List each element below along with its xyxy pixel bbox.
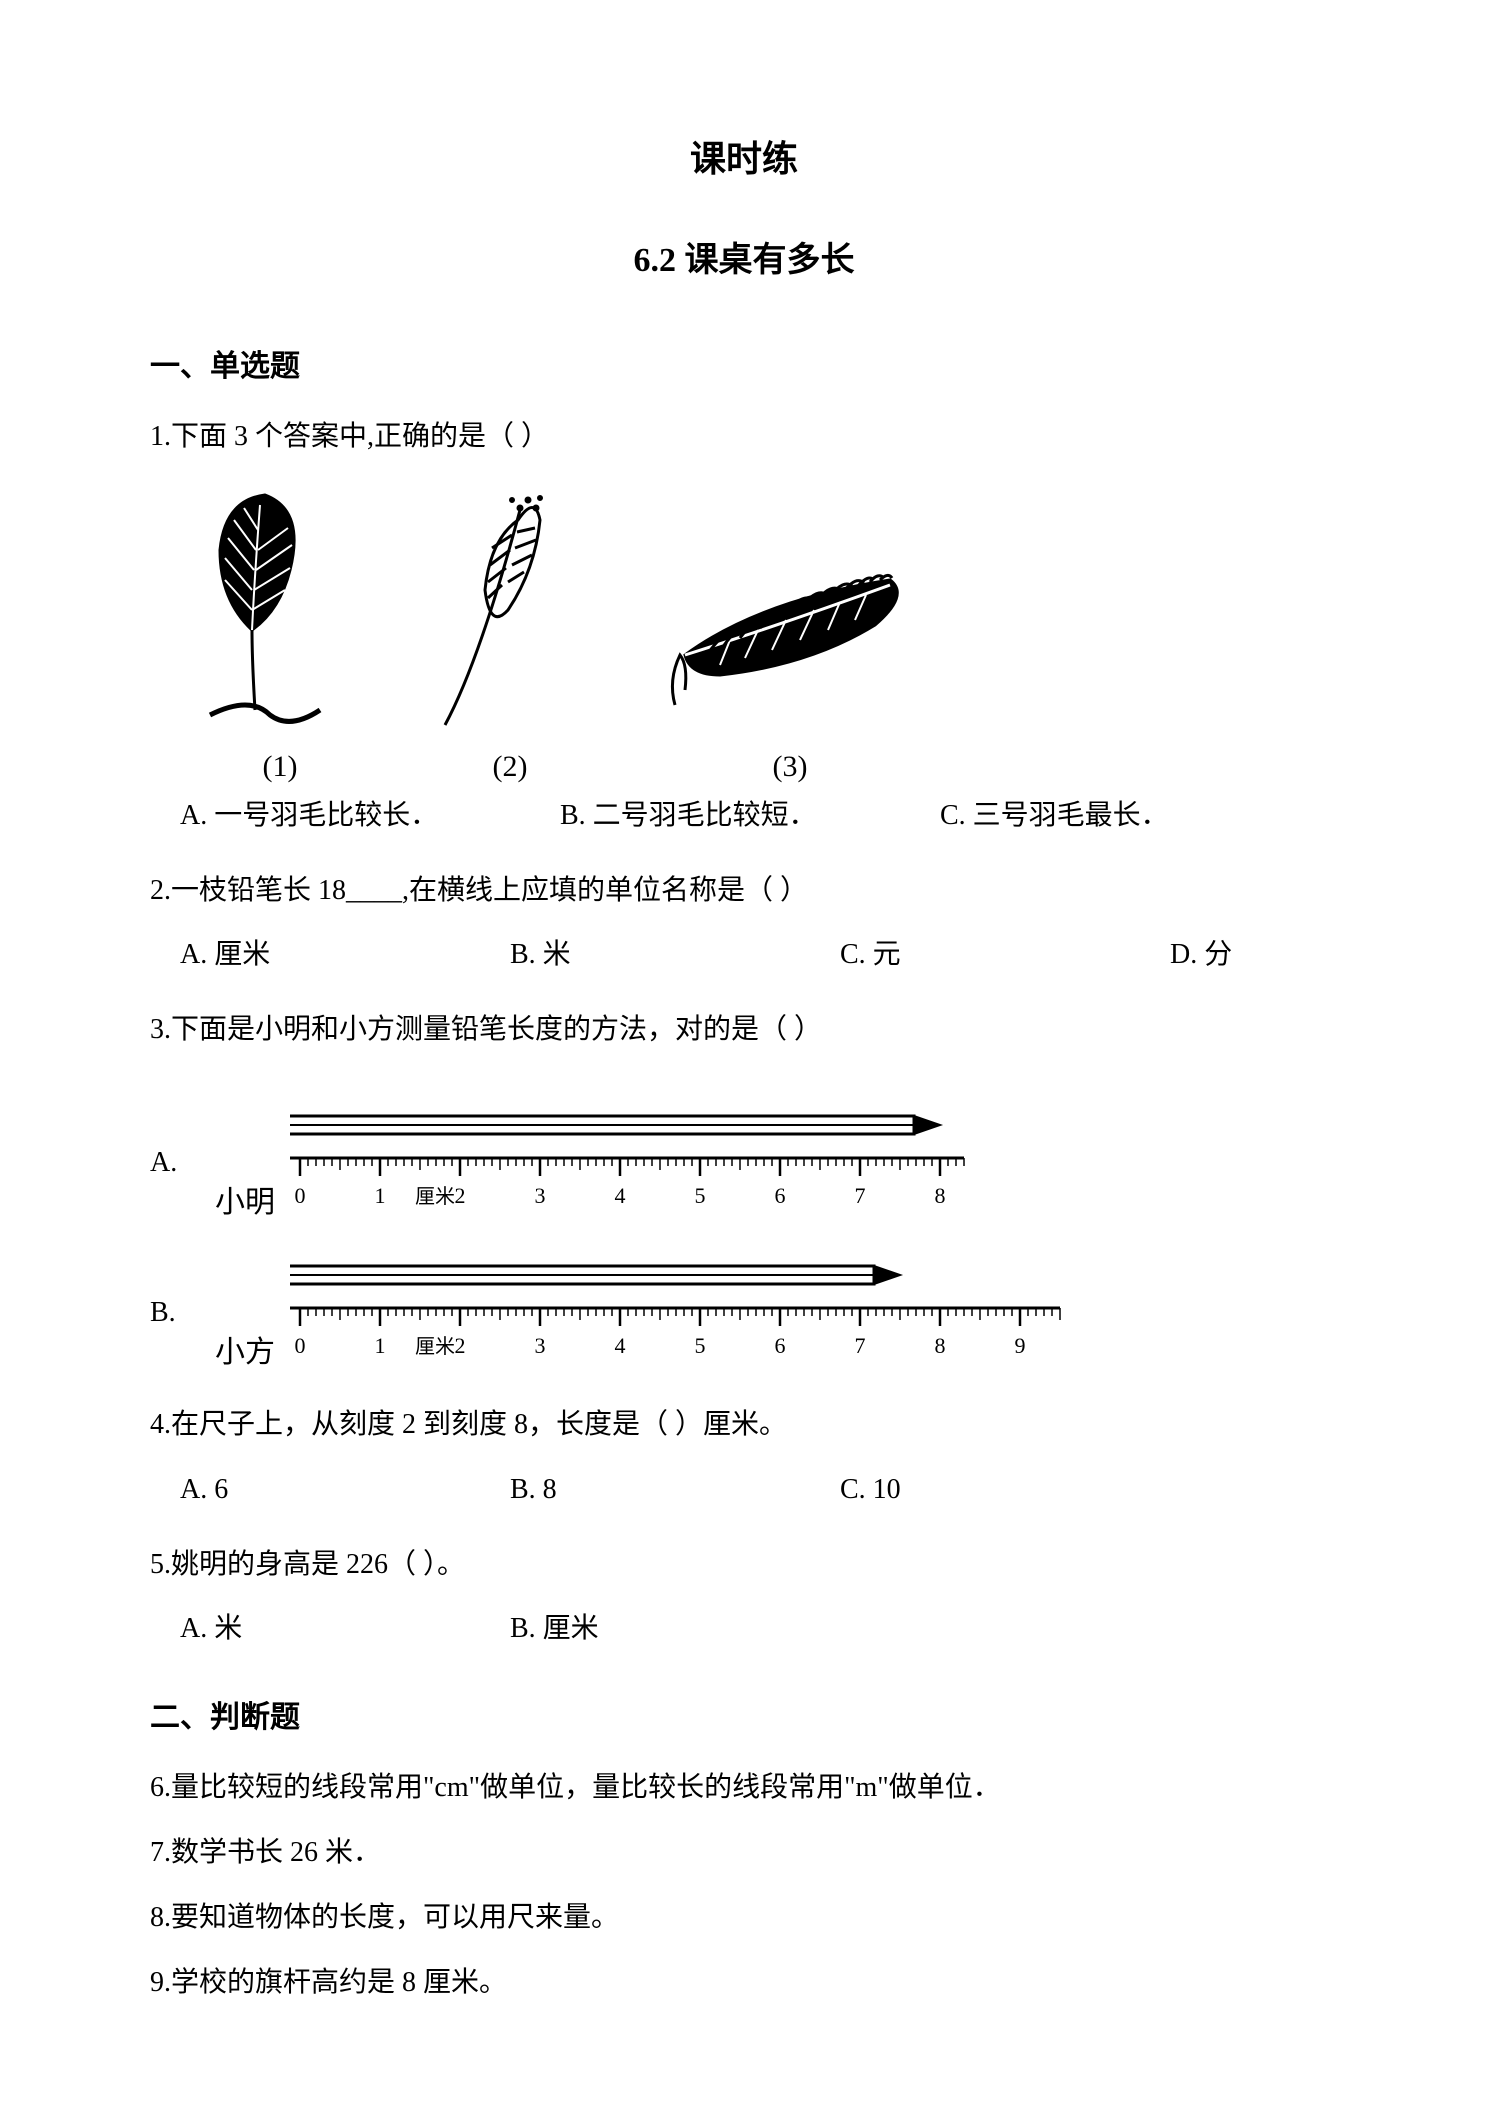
q5-options: A. 米 B. 厘米: [150, 1607, 1338, 1652]
ruler-b-row: B. 小方 0 1 厘米2 3 4 5 6 7 8 9: [150, 1253, 1338, 1373]
svg-text:7: 7: [855, 1183, 866, 1208]
svg-text:4: 4: [615, 1333, 626, 1358]
q2-opt-a: A. 厘米: [180, 933, 510, 978]
svg-text:厘米: 厘米: [415, 1335, 455, 1358]
feather-1-icon: [170, 480, 350, 740]
page-subtitle: 6.2 课桌有多长: [150, 232, 1338, 281]
svg-text:2: 2: [455, 1333, 466, 1358]
svg-text:1: 1: [375, 1183, 386, 1208]
feather-2: (2): [390, 480, 630, 784]
svg-text:0: 0: [295, 1183, 306, 1208]
svg-text:0: 0: [295, 1333, 306, 1358]
q2-opt-c: C. 元: [840, 933, 1170, 978]
ruler-a-row: A. 小明 0 1 厘米2 3 4 5 6 7 8: [150, 1103, 1338, 1223]
ruler-b-name: 小方: [200, 1327, 290, 1373]
page: 课时练 6.2 课桌有多长 一、单选题 1.下面 3 个答案中,正确的是（ ） …: [0, 0, 1488, 2105]
q8-text: 8.要知道物体的长度，可以用尺来量。: [150, 1896, 1338, 1941]
feather-2-icon: [390, 480, 590, 740]
section-1-heading: 一、单选题: [150, 341, 1338, 385]
ruler-a-letter: A.: [150, 1147, 200, 1179]
q2-opt-b: B. 米: [510, 933, 840, 978]
svg-text:7: 7: [855, 1333, 866, 1358]
svg-text:5: 5: [695, 1183, 706, 1208]
q5-opt-b: B. 厘米: [510, 1607, 599, 1652]
q1-options: A. 一号羽毛比较长． B. 二号羽毛比较短． C. 三号羽毛最长．: [150, 794, 1338, 839]
q4-opt-c: C. 10: [840, 1468, 901, 1513]
svg-text:9: 9: [1015, 1333, 1026, 1358]
q4-options: A. 6 B. 8 C. 10: [150, 1468, 1338, 1513]
svg-text:5: 5: [695, 1333, 706, 1358]
q6-text: 6.量比较短的线段常用"cm"做单位，量比较长的线段常用"m"做单位．: [150, 1766, 1338, 1811]
ruler-a-icon: 0 1 厘米2 3 4 5 6 7 8: [290, 1103, 1010, 1223]
page-title: 课时练: [150, 130, 1338, 182]
q1-text: 1.下面 3 个答案中,正确的是（ ）: [150, 415, 1338, 460]
svg-text:6: 6: [775, 1333, 786, 1358]
feather-1-label: (1): [170, 750, 390, 784]
q3-figure: A. 小明 01厘米2345678 B. 小方 01厘米23456789: [150, 1103, 1338, 1373]
q1-opt-a: A. 一号羽毛比较长．: [180, 794, 560, 839]
section-2-heading: 二、判断题: [150, 1692, 1338, 1736]
svg-text:1: 1: [375, 1333, 386, 1358]
q4-opt-b: B. 8: [510, 1468, 840, 1513]
q5-text: 5.姚明的身高是 226（ ）。: [150, 1543, 1338, 1588]
ruler-b-letter: B.: [150, 1297, 200, 1329]
feather-1: (1): [170, 480, 390, 784]
q1-figure: (1) (2): [170, 480, 1338, 784]
q5-opt-a: A. 米: [180, 1607, 510, 1652]
q4-text: 4.在尺子上，从刻度 2 到刻度 8，长度是（ ）厘米。: [150, 1403, 1338, 1448]
feather-2-label: (2): [390, 750, 630, 784]
q2-opt-d: D. 分: [1170, 933, 1232, 978]
feather-3-icon: [630, 480, 930, 740]
ruler-b-icon: 0 1 厘米2 3 4 5 6 7 8 9: [290, 1253, 1110, 1373]
svg-text:2: 2: [455, 1183, 466, 1208]
svg-text:3: 3: [535, 1333, 546, 1358]
q1-opt-b: B. 二号羽毛比较短．: [560, 794, 940, 839]
feather-3: (3): [630, 480, 950, 784]
q3-text: 3.下面是小明和小方测量铅笔长度的方法，对的是（ ）: [150, 1008, 1338, 1053]
q2-options: A. 厘米 B. 米 C. 元 D. 分: [150, 933, 1338, 978]
q4-opt-a: A. 6: [180, 1468, 510, 1513]
q2-text: 2.一枝铅笔长 18____,在横线上应填的单位名称是（ ）: [150, 869, 1338, 914]
feather-3-label: (3): [630, 750, 950, 784]
svg-text:8: 8: [935, 1333, 946, 1358]
q1-opt-c: C. 三号羽毛最长．: [940, 794, 1169, 839]
svg-text:8: 8: [935, 1183, 946, 1208]
svg-text:3: 3: [535, 1183, 546, 1208]
svg-text:6: 6: [775, 1183, 786, 1208]
q9-text: 9.学校的旗杆高约是 8 厘米。: [150, 1961, 1338, 2006]
q7-text: 7.数学书长 26 米．: [150, 1831, 1338, 1876]
svg-text:厘米: 厘米: [415, 1185, 455, 1208]
svg-text:4: 4: [615, 1183, 626, 1208]
ruler-a-name: 小明: [200, 1177, 290, 1223]
